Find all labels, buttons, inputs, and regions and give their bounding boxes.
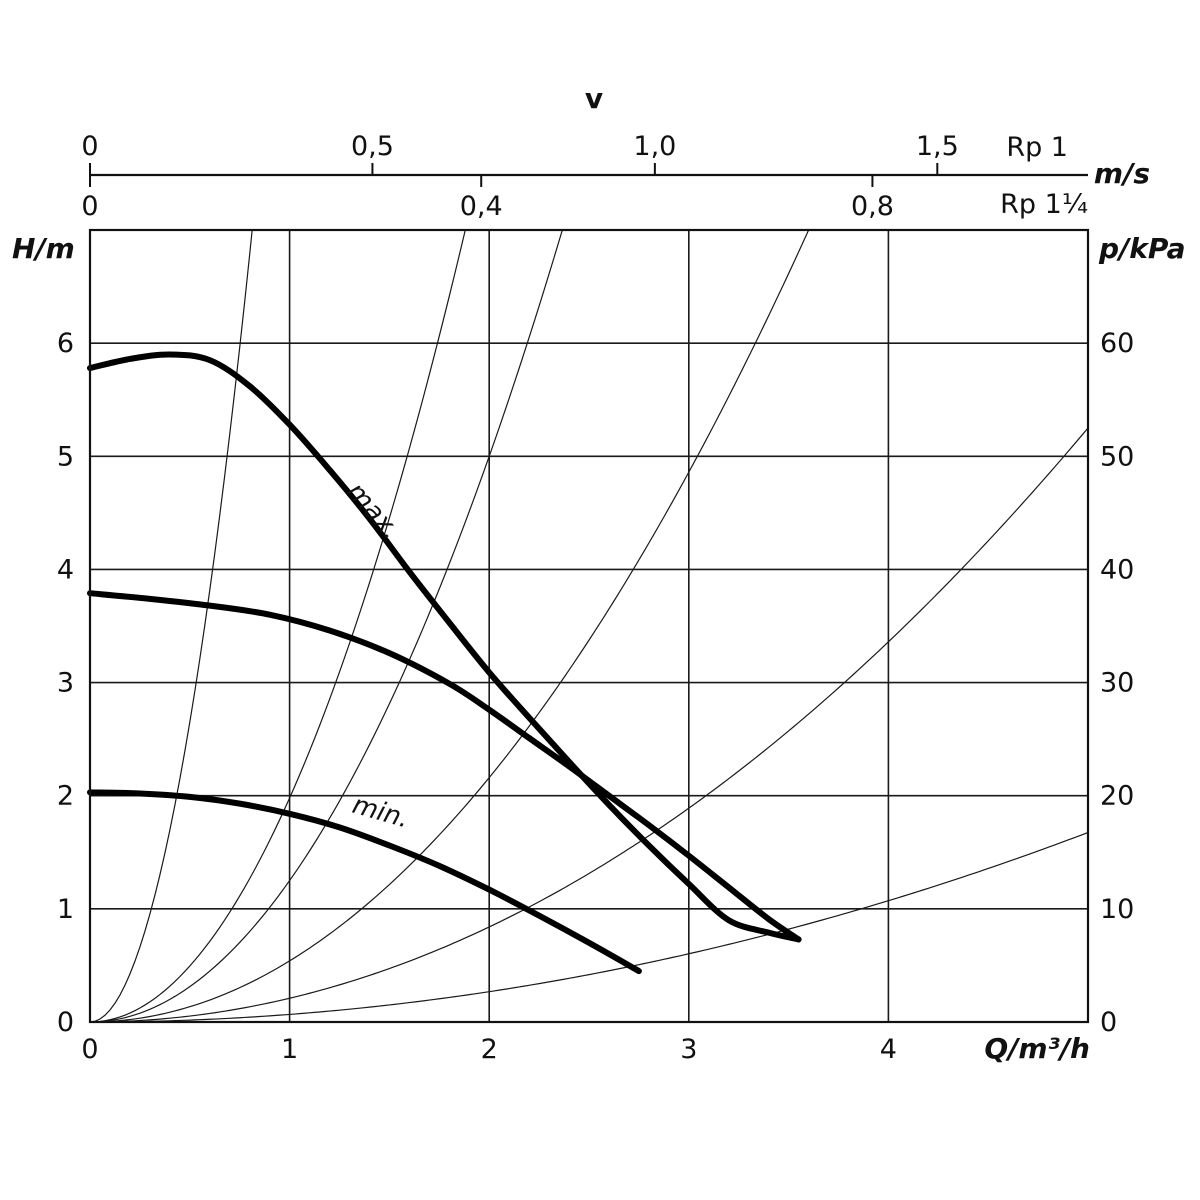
x-tick-label: 1 <box>281 1034 298 1065</box>
y-axis-title: H/m <box>12 232 75 265</box>
axes: 012340123456010203040506000,51,01,52,02,… <box>57 131 1200 1065</box>
y-tick-label: 1 <box>57 894 74 925</box>
top-scale-label-rp1: Rp 1 <box>1006 132 1068 163</box>
velocity-tick-label-rp1: 1,0 <box>633 131 676 162</box>
pump-curve-mid <box>87 590 802 943</box>
y2-tick-label: 0 <box>1100 1007 1117 1038</box>
y2-tick-label: 60 <box>1100 328 1134 359</box>
velocity-tick-label-rp114: 0,4 <box>460 191 503 222</box>
velocity-tick-label-rp1: 2,0 <box>1198 131 1200 162</box>
system-curve-1 <box>90 230 253 1022</box>
grid <box>90 230 1088 1022</box>
y2-tick-label: 30 <box>1100 668 1134 699</box>
x-tick-label: 0 <box>81 1034 98 1065</box>
system-curve-4 <box>90 230 810 1022</box>
y-tick-label: 6 <box>57 328 74 359</box>
y2-tick-label: 40 <box>1100 554 1134 585</box>
velocity-tick-label-rp1: 0,5 <box>351 131 394 162</box>
system-curve-5 <box>90 427 1088 1022</box>
y-tick-label: 2 <box>57 781 74 812</box>
y2-tick-label: 20 <box>1100 781 1134 812</box>
pump-curve-max <box>87 351 802 943</box>
system-curve-3 <box>90 230 563 1022</box>
top-axis-unit: m/s <box>1094 157 1150 190</box>
top-axis-title: v <box>585 82 603 115</box>
x-tick-label: 4 <box>880 1034 897 1065</box>
system-curve-6 <box>90 831 1088 1022</box>
y2-tick-label: 10 <box>1100 894 1134 925</box>
y-tick-label: 5 <box>57 441 74 472</box>
x-tick-label: 2 <box>481 1034 498 1065</box>
system-curves <box>90 230 1088 1022</box>
velocity-tick-label-rp1: 1,5 <box>916 131 959 162</box>
x-tick-label: 3 <box>680 1034 697 1065</box>
velocity-tick-label-rp114: 0,8 <box>851 191 894 222</box>
pump-curve-min <box>87 789 642 975</box>
velocity-tick-label-rp114: 0 <box>81 191 98 222</box>
series-label-max: max. <box>341 477 406 546</box>
x-axis-title: Q/m³/h <box>984 1032 1090 1065</box>
y-tick-label: 0 <box>57 1007 74 1038</box>
y-tick-label: 3 <box>57 668 74 699</box>
pump-curves <box>87 351 802 975</box>
y2-axis-title: p/kPa <box>1098 232 1186 265</box>
top-scale-label-rp114: Rp 1¼ <box>1000 189 1088 220</box>
y-tick-label: 4 <box>57 554 74 585</box>
system-curve-2 <box>90 230 466 1022</box>
velocity-tick-label-rp1: 0 <box>81 131 98 162</box>
plot-frame <box>88 228 1090 1024</box>
series-label-min: min. <box>349 790 412 835</box>
y2-tick-label: 50 <box>1100 441 1134 472</box>
